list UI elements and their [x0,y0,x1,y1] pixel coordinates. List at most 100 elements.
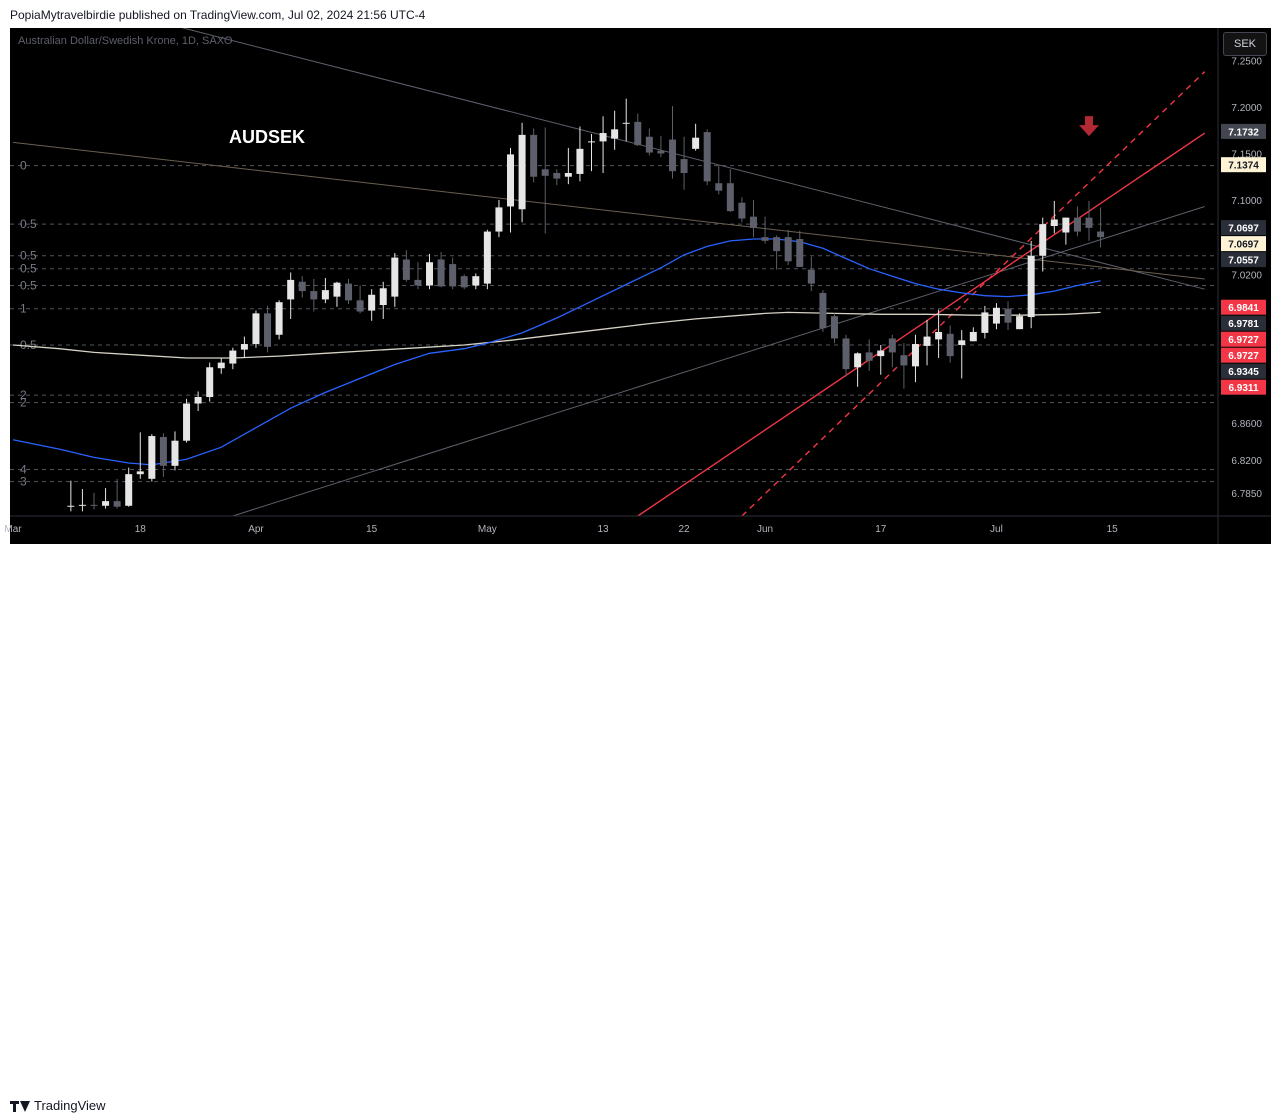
fib-level-label: 0.5 [20,278,37,292]
y-tick-label: 7.2500 [1231,57,1262,68]
candle-body [738,202,746,219]
fib-level-label: 2 [20,396,27,410]
time-axis[interactable]: Mar 18 Apr 15 May 13 22 Jun 17 Jul 15 [4,524,1118,535]
down-arrow-icon [1079,116,1100,137]
candle-body [252,313,260,345]
candle-body [865,352,873,361]
candle-body [715,183,723,191]
fib-level-label: 0.5 [20,249,37,263]
chart-annotation: AUDSEK [229,127,305,147]
chart-background[interactable] [10,28,1271,544]
y-tick-label: 6.8200 [1231,456,1262,467]
candle-body [483,231,491,284]
candle-body [773,237,781,252]
candle-body [854,353,862,368]
candle-body [460,276,468,288]
x-tick-label: 18 [135,524,147,535]
price-label-badge [1221,315,1266,331]
candle-body [368,294,376,311]
candle-body [830,316,838,339]
candle-body [900,355,908,366]
y-tick-label: 6.8600 [1231,419,1262,430]
down-arrow-shape [1079,116,1100,137]
x-tick-label: May [478,524,497,535]
price-label-text: 7.1732 [1228,127,1259,138]
currency-button[interactable]: SEK [1223,32,1267,56]
bottom-bar: TradingView [0,544,1281,1113]
y-tick-label: 7.1000 [1231,196,1262,207]
candle-body [842,338,850,370]
fib-level-label: 4 [20,463,27,477]
candle-body [645,136,653,153]
price-label-text: 7.0557 [1228,256,1259,267]
fib-level-label: 3 [20,475,27,489]
ma50-line [12,238,1101,466]
x-tick-label: 13 [598,524,610,535]
candle-body [287,279,295,300]
candles [67,98,1105,512]
candle-body [356,300,364,312]
candle-body [692,137,700,149]
candle-body [911,344,919,367]
candle-body [414,279,422,286]
symbol-title: Australian Dollar/Swedish Krone, 1D, SAX… [18,35,233,47]
candle-body [553,173,561,179]
candle-body [310,291,318,300]
x-tick-label: Apr [248,524,264,535]
candle-body [703,132,711,182]
price-label-text: 6.9727 [1228,335,1259,346]
x-tick-label: Jun [757,524,773,535]
candle-body [541,169,549,176]
top-bar: PopiaMytravelbirdie published on Trading… [0,0,1281,28]
candle-body [599,133,607,142]
candle-body [1027,255,1035,318]
candle-body [588,141,595,143]
fib-level-label: 0 [20,159,27,173]
candle-body [807,269,815,284]
candle-body [935,331,943,340]
candle-body [333,282,341,297]
candle-body [946,333,954,357]
candle-body [78,504,86,506]
price-label-badge [1221,220,1266,236]
drawing-lines [12,28,1206,516]
price-axis[interactable]: 7.2500 7.2000 7.1500 7.1000 7.0200 6.8600 6.82… [1231,57,1262,500]
price-label-badge [1221,331,1266,347]
candle-body [992,307,1000,324]
x-tick-label: 15 [366,524,378,535]
y-tick-label: 7.0200 [1231,270,1262,281]
y-tick-label: 6.7850 [1231,489,1262,500]
price-label-text: 6.9781 [1228,319,1259,330]
candle-body [240,344,248,350]
candle-body [391,257,399,297]
candle-body [981,312,989,333]
upper-diag-line-2 [12,141,1205,280]
candle-body [229,350,237,364]
candle-body [1050,219,1058,226]
candle-body [507,154,515,207]
candle-body [345,283,353,301]
candle-body [657,150,665,154]
tradingview-brand[interactable]: TradingView [10,1098,106,1113]
candle-body [125,474,133,506]
candle-body [495,207,503,232]
x-tick-label: Mar [4,524,22,535]
fib-level-label: 0.5 [20,262,37,276]
candle-body [437,259,445,287]
price-label-badge [1221,379,1266,395]
y-tick-label: 7.2000 [1231,103,1262,114]
candle-body [634,121,642,146]
candle-body [275,302,283,335]
x-tick-label: Jul [990,524,1003,535]
price-labels: 7.1732 7.1374 7.0697 7.0697 7.0557 6.9841 6.97… [1221,123,1266,395]
price-label-badge [1221,252,1266,268]
price-label-badge [1221,157,1266,173]
candle-body [622,122,630,124]
candle-body [784,237,792,262]
candle-body [958,340,966,345]
candle-body [171,440,179,466]
price-label-text: 7.0697 [1228,240,1259,251]
price-label-text: 6.9311 [1228,383,1258,394]
